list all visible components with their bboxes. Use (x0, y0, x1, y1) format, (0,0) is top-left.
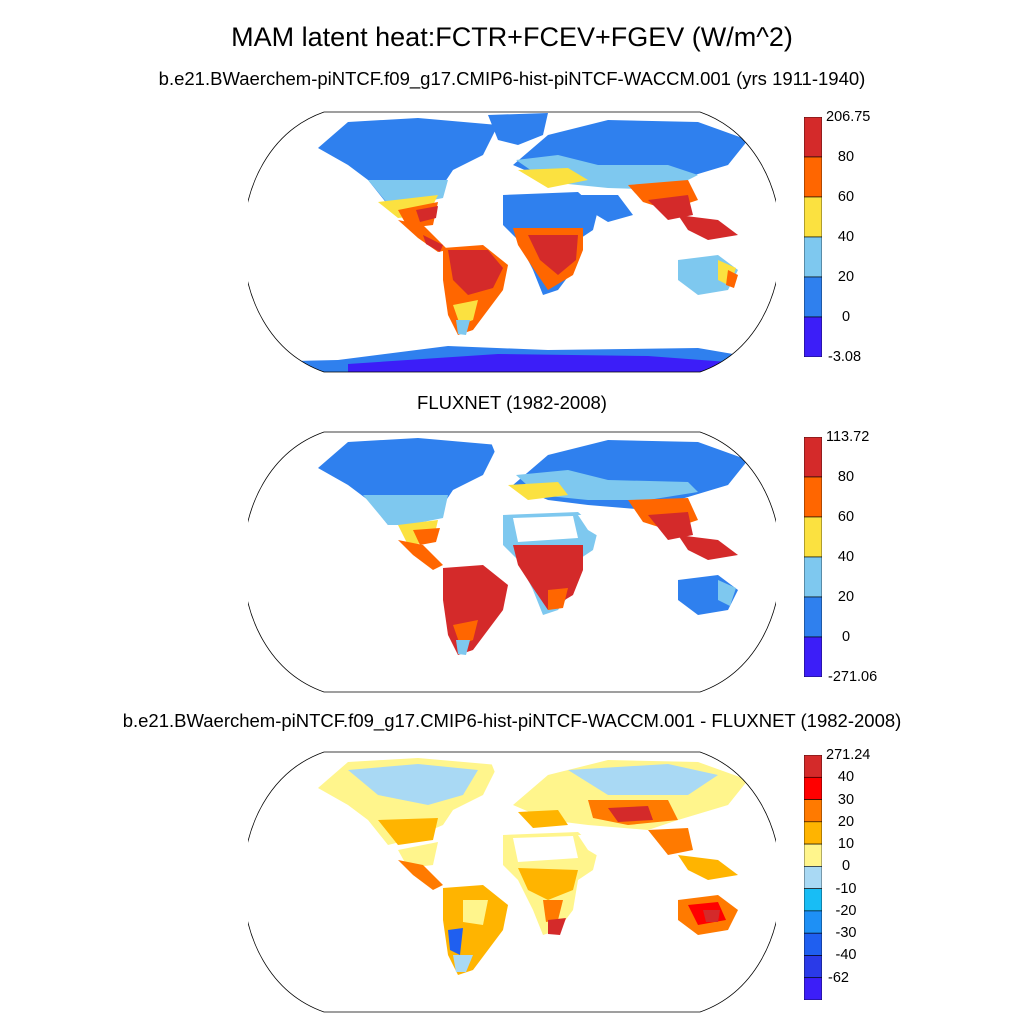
colorbar-tick-label: 0 (841, 858, 851, 875)
map-model (248, 111, 776, 373)
colorbar-swatch (804, 910, 822, 934)
colorbar-swatch (804, 932, 822, 956)
colorbar-tick-label: 80 (837, 149, 855, 165)
colorbar-swatch (804, 843, 822, 867)
panel-title-diff: b.e21.BWaerchem-piNTCF.f09_g17.CMIP6-his… (122, 710, 902, 731)
colorbar-tick-label: -30 (835, 925, 857, 942)
colorbar-tick-label: 206.75 (826, 109, 871, 125)
colorbar-swatch (804, 821, 822, 845)
colorbar-swatch (804, 556, 822, 598)
colorbar-swatch (804, 156, 822, 198)
colorbar-swatch (804, 977, 822, 1000)
colorbar-obs: 113.72 80 60 40 20 0 -271.06 (804, 429, 884, 685)
colorbar-swatches (804, 437, 822, 677)
colorbar-swatch (804, 516, 822, 558)
colorbar-swatch (804, 776, 822, 800)
colorbar-swatch (804, 236, 822, 278)
colorbar-tick-label: 80 (837, 469, 855, 485)
colorbar-tick-label: -10 (835, 880, 857, 897)
colorbar-tick-label: 60 (837, 189, 855, 205)
colorbar-tick-label: 40 (837, 769, 855, 786)
colorbar-swatch (804, 117, 822, 158)
colorbar-swatch (804, 316, 822, 357)
map-diff (248, 751, 776, 1013)
colorbar-tick-label: 20 (837, 589, 855, 605)
colorbar-swatch (804, 866, 822, 889)
colorbar-swatch (804, 476, 822, 518)
colorbar-tick-label: 60 (837, 509, 855, 525)
colorbar-swatches (804, 755, 822, 1000)
colorbar-model: 206.75 80 60 40 20 0 -3.08 (804, 109, 884, 365)
colorbar-tick-label: 0 (841, 629, 851, 645)
colorbar-tick-label: 20 (837, 813, 855, 830)
colorbar-tick-label: 271.24 (826, 747, 871, 763)
colorbar-tick-label: 20 (837, 269, 855, 285)
colorbar-tick-label: 113.72 (826, 429, 870, 445)
colorbar-swatch (804, 596, 822, 638)
colorbar-swatch (804, 437, 822, 478)
colorbar-tick-label: 40 (837, 549, 855, 565)
colorbar-swatch (804, 755, 822, 778)
colorbar-swatch (804, 955, 822, 979)
colorbar-swatch (804, 276, 822, 318)
colorbar-tick-label: 0 (841, 309, 851, 325)
colorbar-swatch (804, 799, 822, 823)
colorbar-tick-label: -62 (828, 969, 849, 986)
colorbar-tick-label: -20 (835, 902, 857, 919)
map-obs (248, 431, 776, 693)
colorbar-tick-label: -271.06 (828, 669, 878, 685)
figure-title: MAM latent heat:FCTR+FCEV+FGEV (W/m^2) (231, 22, 793, 52)
colorbar-swatch (804, 636, 822, 677)
colorbar-swatch (804, 888, 822, 912)
colorbar-tick-label: 40 (837, 229, 855, 245)
colorbar-tick-label: -3.08 (828, 349, 862, 365)
colorbar-tick-label: 30 (837, 791, 855, 808)
panel-title-obs: FLUXNET (1982-2008) (417, 392, 607, 413)
panel-title-model: b.e21.BWaerchem-piNTCF.f09_g17.CMIP6-his… (158, 68, 866, 89)
colorbar-tick-label: -40 (835, 947, 857, 964)
colorbar-tick-label: 10 (837, 836, 855, 853)
colorbar-diff: 271.24 40 30 20 10 0 -10 -20 -30 -40 -62 (804, 747, 884, 1000)
colorbar-swatch (804, 196, 822, 238)
colorbar-swatches (804, 117, 822, 357)
